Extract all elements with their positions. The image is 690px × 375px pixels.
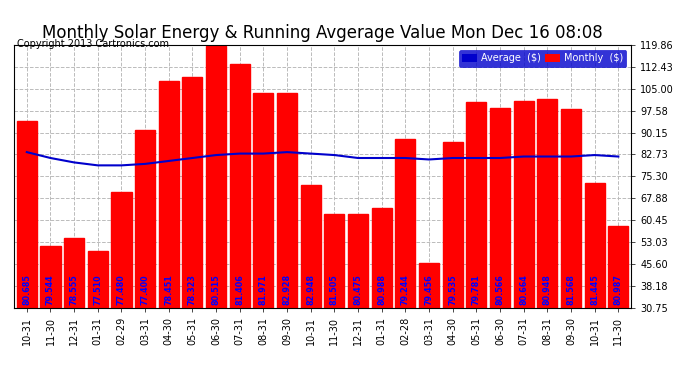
- Bar: [206, 46, 226, 308]
- Text: 81.971: 81.971: [259, 274, 268, 305]
- Text: 81.568: 81.568: [566, 274, 575, 305]
- Text: 80.664: 80.664: [519, 274, 528, 305]
- Text: 80.566: 80.566: [495, 274, 504, 305]
- Text: 78.323: 78.323: [188, 274, 197, 305]
- Text: Copyright 2013 Cartronics.com: Copyright 2013 Cartronics.com: [17, 39, 169, 50]
- Title: Monthly Solar Energy & Running Avgerage Value Mon Dec 16 08:08: Monthly Solar Energy & Running Avgerage …: [42, 24, 603, 42]
- Text: 79.456: 79.456: [424, 274, 433, 305]
- Text: 80.948: 80.948: [543, 274, 552, 305]
- Text: 80.987: 80.987: [614, 274, 623, 305]
- Text: 79.535: 79.535: [448, 274, 457, 305]
- Bar: [230, 64, 250, 308]
- Bar: [372, 208, 392, 308]
- Text: 79.781: 79.781: [472, 274, 481, 305]
- Bar: [159, 81, 179, 308]
- Legend: Average  ($), Monthly  ($): Average ($), Monthly ($): [459, 50, 627, 67]
- Text: 78.451: 78.451: [164, 274, 173, 305]
- Text: 80.685: 80.685: [22, 274, 31, 305]
- Text: 81.406: 81.406: [235, 274, 244, 305]
- Text: 81.445: 81.445: [590, 274, 599, 305]
- Text: 80.515: 80.515: [212, 274, 221, 305]
- Bar: [41, 246, 61, 308]
- Text: 79.544: 79.544: [46, 274, 55, 305]
- Bar: [135, 130, 155, 308]
- Text: 77.510: 77.510: [93, 274, 102, 305]
- Bar: [324, 214, 344, 308]
- Bar: [538, 99, 558, 308]
- Bar: [419, 262, 439, 308]
- Bar: [584, 183, 604, 308]
- Bar: [395, 139, 415, 308]
- Bar: [561, 110, 581, 308]
- Text: 77.400: 77.400: [141, 274, 150, 305]
- Bar: [348, 214, 368, 308]
- Bar: [111, 192, 132, 308]
- Bar: [277, 93, 297, 308]
- Bar: [609, 226, 629, 308]
- Text: 80.988: 80.988: [377, 274, 386, 305]
- Bar: [64, 237, 84, 308]
- Bar: [301, 184, 321, 308]
- Text: 81.505: 81.505: [330, 274, 339, 305]
- Bar: [490, 108, 510, 308]
- Bar: [17, 121, 37, 308]
- Bar: [513, 100, 534, 308]
- Text: 80.475: 80.475: [353, 274, 362, 305]
- Bar: [88, 251, 108, 308]
- Bar: [253, 93, 273, 308]
- Bar: [443, 142, 463, 308]
- Text: 79.244: 79.244: [401, 274, 410, 305]
- Bar: [466, 102, 486, 308]
- Text: 82.948: 82.948: [306, 274, 315, 305]
- Text: 77.480: 77.480: [117, 274, 126, 305]
- Text: 82.928: 82.928: [283, 274, 292, 305]
- Text: 78.555: 78.555: [70, 274, 79, 305]
- Bar: [182, 77, 202, 308]
